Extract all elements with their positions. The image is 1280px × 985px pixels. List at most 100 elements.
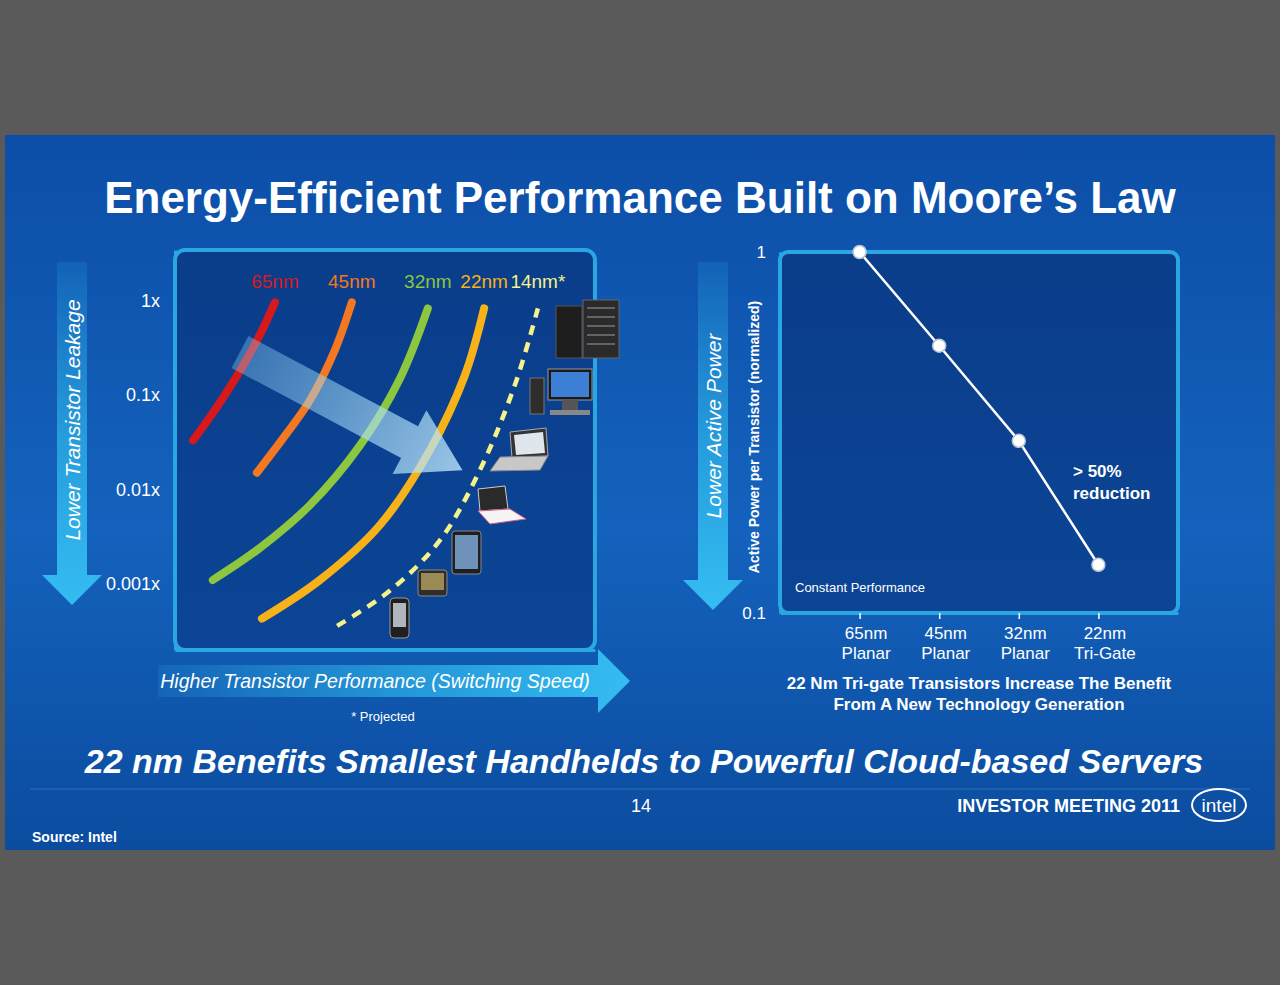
axis-line (781, 612, 1179, 615)
phone-screen (393, 603, 406, 627)
tick-label-line: 22nm (1084, 624, 1127, 643)
y-axis-title: Active Power per Transistor (normalized) (746, 301, 762, 573)
desktop-monitor (548, 369, 592, 400)
caption: From A New Technology Generation (833, 695, 1124, 714)
server-slot (587, 343, 615, 345)
tick-label: 32nmPlanar (1001, 624, 1050, 663)
data-point (933, 339, 946, 352)
desktop-base (562, 400, 578, 410)
tick: 1x (141, 291, 175, 311)
desktop-tower (530, 378, 544, 414)
tick-mark (1019, 613, 1021, 619)
tick-label-line: 45nm (924, 624, 967, 643)
y-axis: 0.11 (742, 243, 780, 623)
footnote: * Projected (351, 709, 415, 724)
tick: 32nmPlanar (1001, 613, 1050, 663)
laptop-display (514, 432, 545, 455)
tick-label: 65nmPlanar (842, 624, 891, 663)
plot-frame (175, 250, 595, 650)
device-icons (390, 300, 619, 638)
tick-label-line: 32nm (1004, 624, 1047, 643)
tick-label: 0.001x (106, 574, 160, 594)
page-number: 14 (631, 796, 651, 816)
tick: 45nmPlanar (921, 613, 970, 663)
source: Source: Intel (32, 829, 117, 845)
laptop-screen (478, 486, 508, 511)
series-label: 65nm (251, 271, 299, 292)
tablet-icon (452, 531, 481, 574)
tick-label: 0.1x (126, 385, 160, 405)
logo-ring (1192, 789, 1246, 821)
tick: 1 (757, 243, 780, 262)
data-point (853, 246, 866, 259)
tick-label: 22nmTri-Gate (1074, 624, 1136, 663)
event-name: INVESTOR MEETING 2011 (957, 796, 1180, 816)
tick: 0.01x (116, 480, 175, 500)
annotation: > 50% (1073, 462, 1122, 481)
leakage-arrow (42, 262, 102, 605)
tick-label: 1x (141, 291, 160, 311)
tick: 0.1 (742, 604, 780, 623)
laptop-base (478, 509, 526, 524)
title: Energy-Efficient Performance Built on Mo… (104, 173, 1176, 222)
server-icon (583, 300, 619, 358)
series-label: 32nm (404, 271, 452, 292)
logo: intel (1202, 795, 1237, 816)
gps-icon (418, 570, 447, 596)
server-slot (587, 334, 615, 336)
annotation: Constant Performance (795, 580, 925, 595)
tick-label-line: Planar (842, 644, 891, 663)
laptop-base (490, 456, 548, 471)
tick: 0.1x (126, 385, 175, 405)
axis-line (174, 251, 177, 651)
series-label: 45nm (328, 271, 376, 292)
y-axis: 0.001x 0.01x 0.1x 1x (106, 251, 176, 651)
laptop-screen (510, 428, 548, 458)
tick-mark (939, 613, 941, 619)
series-line (860, 252, 1099, 565)
axis-line (176, 649, 596, 652)
tick-label: 0.1 (742, 604, 766, 623)
desktop-screen (551, 372, 589, 397)
arrow-label: Lower Active Power (702, 333, 725, 519)
phone-icon (390, 598, 409, 638)
slide-svg: Energy-Efficient Performance Built on Mo… (0, 0, 1280, 985)
server-slot (587, 316, 615, 318)
plot-area (853, 246, 1105, 572)
tick: 65nmPlanar (842, 613, 891, 663)
tick-label-line: 65nm (845, 624, 888, 643)
server-slot (587, 325, 615, 327)
tick-mark (859, 613, 861, 619)
desktop-keyboard (550, 410, 590, 415)
headline: 22 nm Benefits Smallest Handhelds to Pow… (84, 742, 1204, 780)
tick: 22nmTri-Gate (1074, 613, 1136, 663)
data-point (1092, 558, 1105, 571)
annotation: reduction (1073, 484, 1150, 503)
plot-frame (780, 252, 1178, 613)
x-axis-title: Higher Transistor Performance (Switching… (160, 670, 590, 692)
power-arrow (683, 262, 743, 610)
tick-label: 0.01x (116, 480, 160, 500)
footer-rule (30, 789, 1250, 790)
caption: 22 Nm Tri-gate Transistors Increase The … (787, 674, 1172, 693)
y-axis-title: Lower Transistor Leakage (61, 299, 84, 540)
slide-background (5, 135, 1275, 850)
performance-arrow (158, 649, 630, 713)
tick-label: 1 (757, 243, 766, 262)
page-background (0, 0, 1280, 985)
tick-label: 45nmPlanar (921, 624, 970, 663)
data-point (1012, 434, 1025, 447)
server-slot (587, 307, 615, 309)
axis-line (779, 253, 782, 614)
series-label: 14nm* (510, 271, 566, 292)
gps-screen (421, 573, 444, 590)
x-axis: 65nmPlanar45nmPlanar32nmPlanar22nmTri-Ga… (781, 613, 1179, 663)
series-label: 22nm (460, 271, 508, 292)
tick: 0.001x (106, 574, 175, 594)
x-axis (176, 650, 596, 651)
tick-label-line: Tri-Gate (1074, 644, 1136, 663)
tablet-screen (455, 535, 478, 569)
tick-mark (1098, 613, 1100, 619)
tick-label-line: Planar (1001, 644, 1050, 663)
trend-arrow (223, 320, 479, 502)
